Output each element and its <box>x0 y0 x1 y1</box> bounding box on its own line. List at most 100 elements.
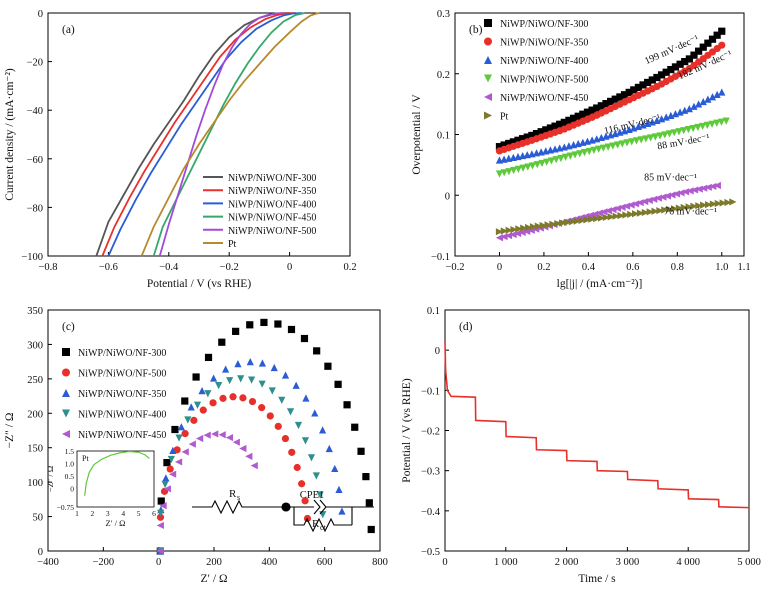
data-point <box>173 446 181 454</box>
data-point <box>204 353 213 362</box>
inset-xlabel: Z′ / Ω <box>106 518 126 528</box>
data-point <box>645 196 653 204</box>
legend-marker <box>484 74 492 83</box>
data-point <box>709 182 717 191</box>
data-point <box>681 188 690 196</box>
data-point <box>500 233 508 241</box>
data-point <box>644 78 652 87</box>
panel-c-xlabel: Z′ / Ω <box>200 573 227 585</box>
data-point <box>704 95 712 103</box>
data-point <box>258 359 267 367</box>
data-point <box>303 514 312 523</box>
data-point <box>549 220 557 228</box>
data-point <box>543 158 551 166</box>
data-point <box>597 102 605 110</box>
data-point <box>627 201 635 209</box>
data-point <box>569 114 578 122</box>
inset-line <box>84 450 150 496</box>
data-point <box>636 209 645 217</box>
panel-c-ylabel: −Z″ / Ω <box>4 413 16 449</box>
inset-xtick-label: 3 <box>106 509 110 518</box>
data-point <box>495 228 504 236</box>
legend-label: NiWP/NiWO/NF-400 <box>500 56 588 67</box>
panel-d-ylabel: Potential / V (vs RHE) <box>401 378 413 483</box>
panel-c-ytick-label: 300 <box>27 340 43 351</box>
data-point <box>537 128 545 136</box>
legend-label: NiWP/NiWO/NF-500 <box>500 75 588 86</box>
data-point <box>532 129 541 138</box>
data-point <box>704 200 713 209</box>
data-point <box>729 198 737 206</box>
data-point <box>514 229 522 238</box>
data-point <box>226 377 234 385</box>
data-point <box>704 183 712 191</box>
panel-c-xtick-label: 800 <box>372 557 388 568</box>
panel-b-panel-label: (b) <box>469 24 483 36</box>
data-point <box>623 139 631 147</box>
data-point <box>318 426 327 434</box>
data-point <box>628 138 636 146</box>
data-point <box>695 100 703 108</box>
inset-ytick-label: 1.5 <box>65 447 75 456</box>
data-point <box>181 430 189 438</box>
data-point <box>500 169 508 177</box>
data-point <box>695 202 703 210</box>
data-point <box>685 203 693 211</box>
legend-marker <box>484 56 492 64</box>
data-point <box>661 206 669 214</box>
data-point <box>694 123 702 132</box>
data-point <box>204 390 212 398</box>
data-point <box>708 35 717 43</box>
data-point <box>302 394 310 402</box>
data-point <box>313 347 321 355</box>
data-point <box>583 216 591 224</box>
data-point <box>311 409 319 417</box>
data-point <box>505 139 513 148</box>
data-point <box>515 225 523 233</box>
data-point <box>561 153 570 161</box>
panel-a-panel-label: (a) <box>62 24 75 36</box>
data-point <box>525 223 533 232</box>
data-point <box>193 401 202 409</box>
data-point <box>700 184 708 192</box>
data-point <box>632 137 641 145</box>
data-point <box>534 222 542 230</box>
data-point <box>260 318 268 327</box>
data-point <box>613 141 622 149</box>
panel-c-ytick-label: 0 <box>38 547 43 558</box>
panel-b-ytick-label: −0.1 <box>431 252 450 263</box>
data-point <box>187 403 195 411</box>
data-point <box>568 218 577 226</box>
legend-marker <box>62 348 70 356</box>
panel-b-xtick-label: 1.1 <box>737 262 750 273</box>
panel-b-xtick-label: 0.6 <box>626 262 639 273</box>
data-point <box>156 513 165 521</box>
data-point <box>171 425 179 434</box>
data-point <box>654 194 662 202</box>
panel-c-xtick-label: 600 <box>317 557 333 568</box>
data-point <box>161 480 169 489</box>
data-point <box>168 470 177 478</box>
panel-b: −0.2 0 0.2 0.4 0.6 0.8 1.0 1.1 −0.1 0 0.1 0.2 0.3 lg[… <box>411 9 751 290</box>
data-point <box>622 211 630 219</box>
potential-trace <box>444 342 750 509</box>
data-point <box>343 401 351 409</box>
data-point <box>307 454 316 462</box>
data-point <box>588 106 596 114</box>
data-point <box>324 362 332 370</box>
data-point <box>237 375 245 383</box>
inset-xtick-label: 4 <box>121 509 125 518</box>
data-point <box>258 380 266 388</box>
data-point <box>656 132 664 140</box>
legend-marker <box>484 111 492 120</box>
data-point <box>641 208 649 217</box>
data-point <box>566 152 574 160</box>
data-point <box>184 416 192 424</box>
data-point <box>156 547 164 555</box>
data-point <box>663 192 671 200</box>
data-point <box>270 363 278 372</box>
data-point <box>300 334 309 343</box>
data-point <box>542 126 550 134</box>
panel-c-xtick-label: 0 <box>156 557 161 568</box>
data-point <box>199 406 207 414</box>
